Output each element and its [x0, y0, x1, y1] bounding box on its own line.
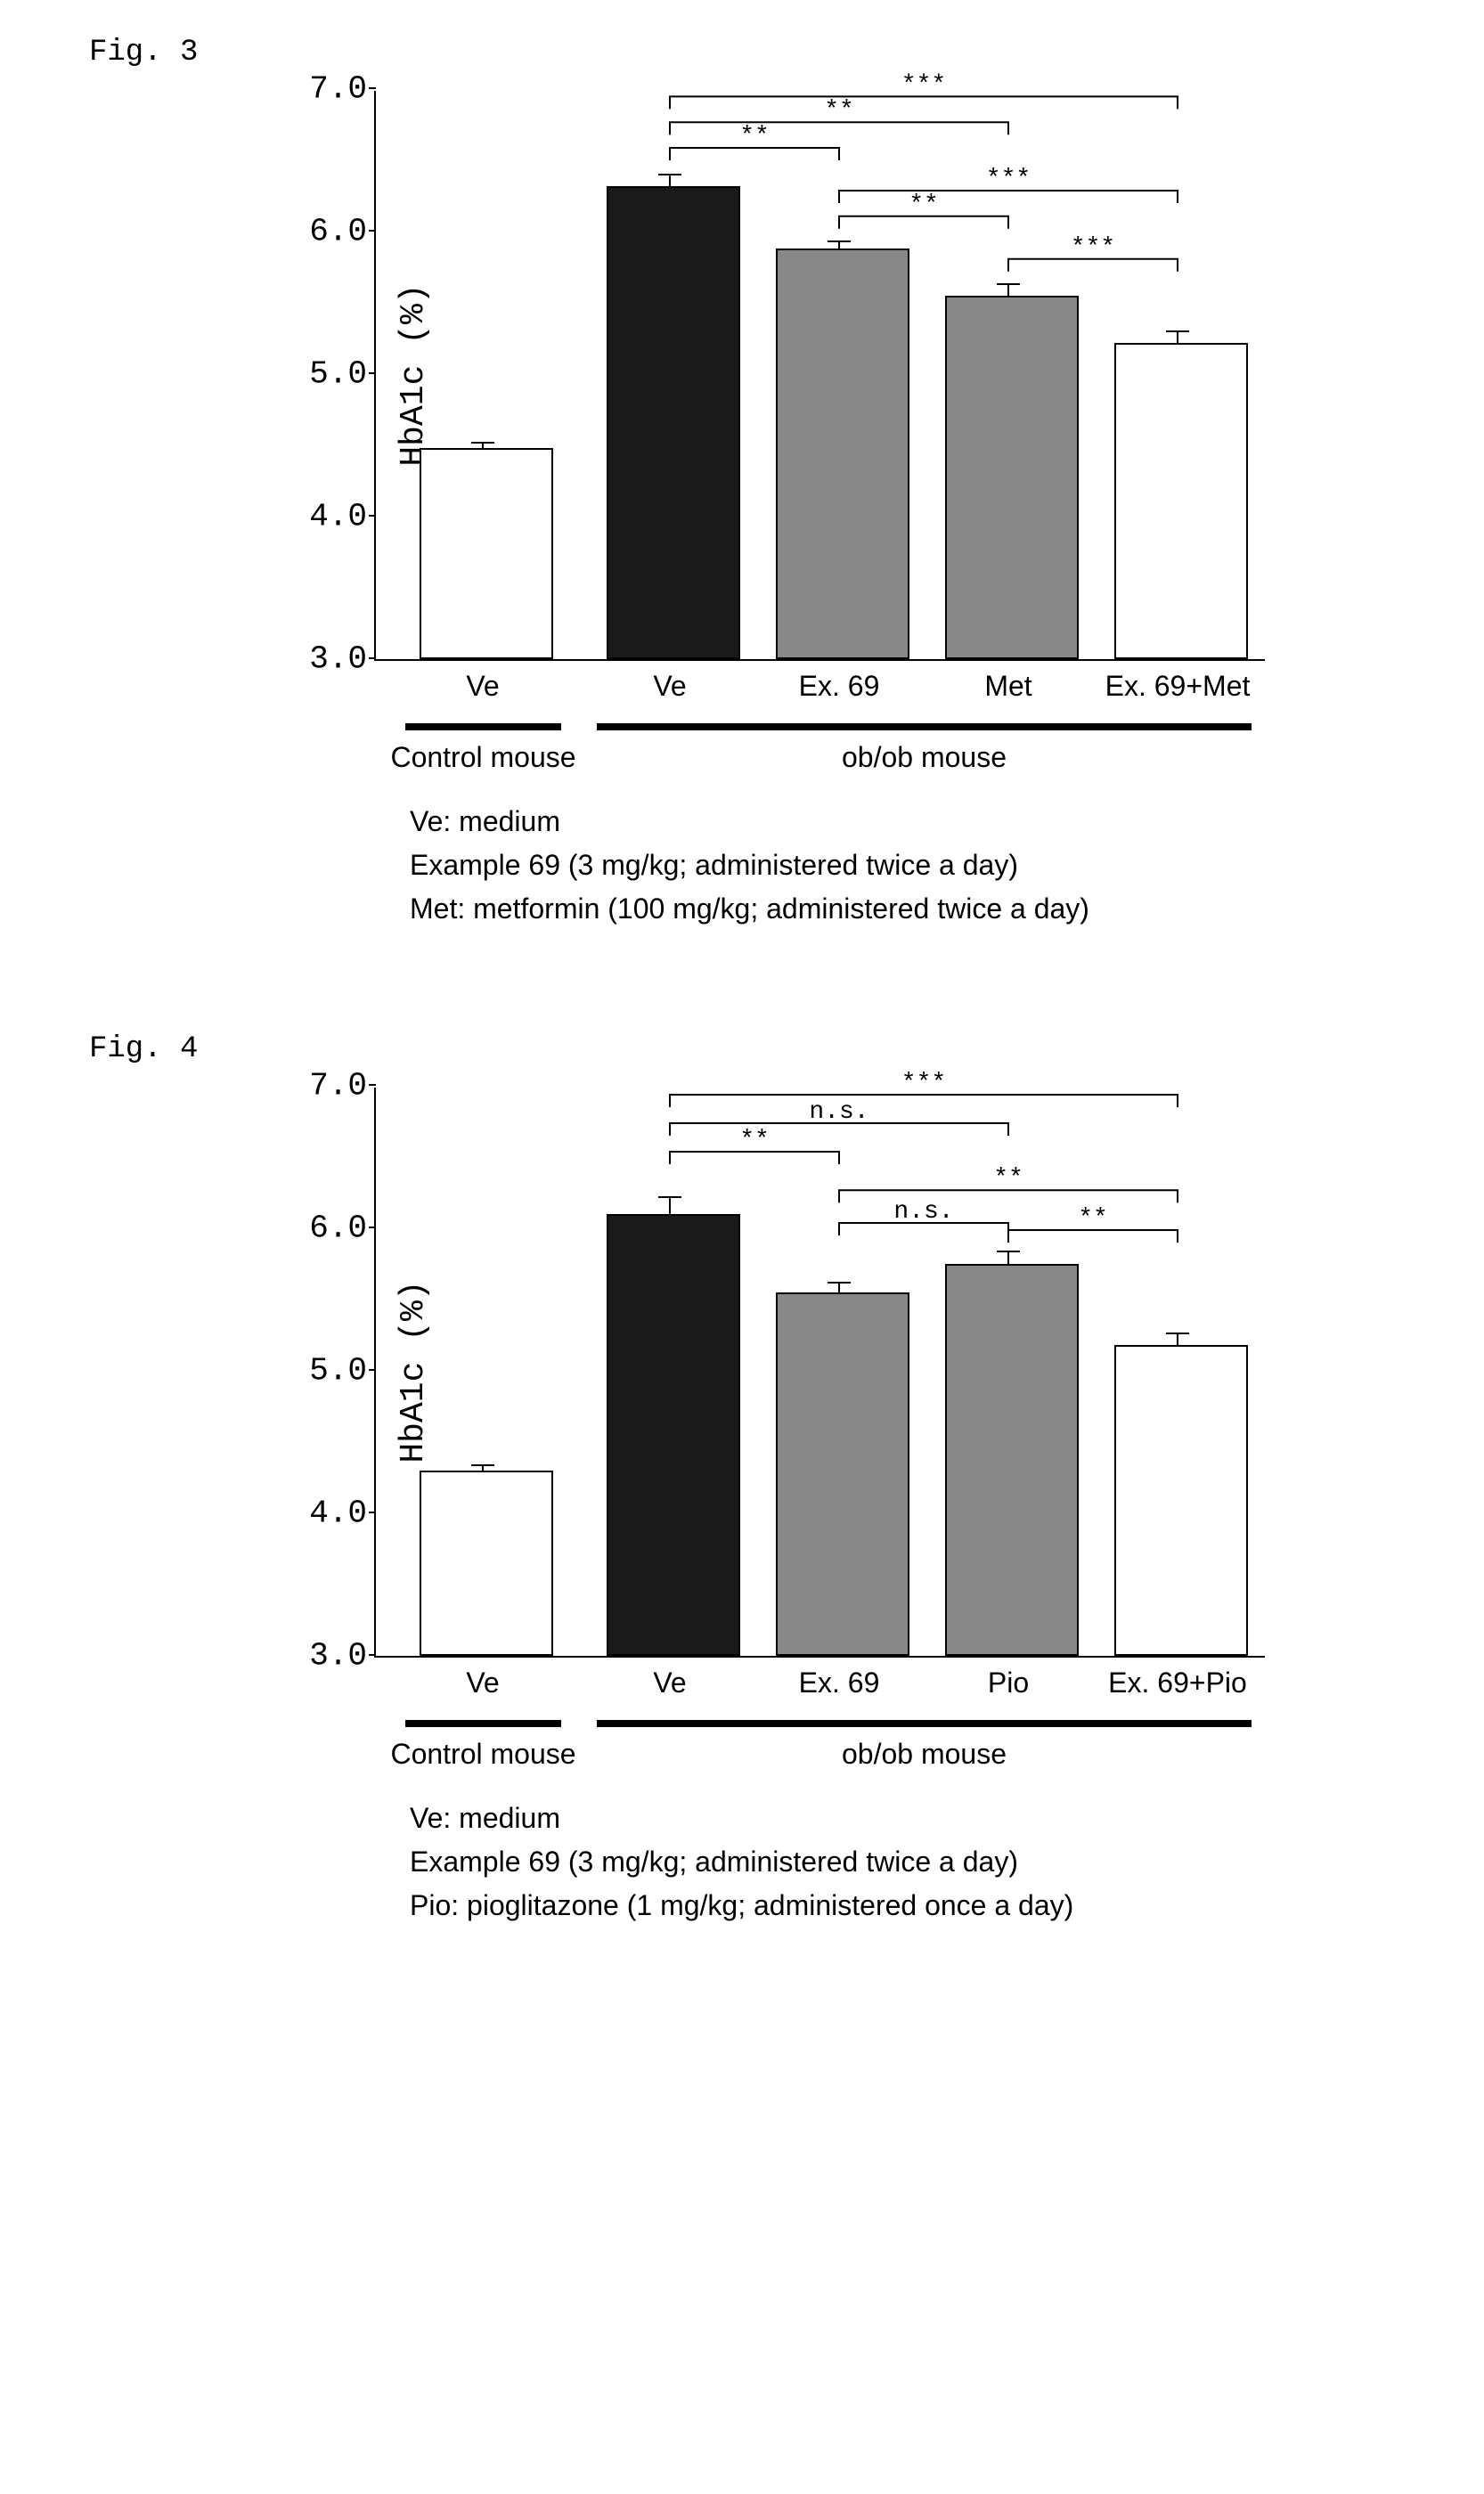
sig-label: ** — [909, 192, 939, 219]
sig-bracket — [1008, 259, 1178, 272]
sig-label: n.s. — [809, 1098, 868, 1126]
sig-bracket — [670, 148, 839, 160]
figure-2: Fig. 4 HbA1c (%)3.04.05.06.07.0VeVeEx. 69… — [36, 1032, 1448, 1922]
sig-label: ** — [993, 1165, 1023, 1193]
y-tick-mark — [369, 230, 376, 232]
error-bar-line — [669, 175, 671, 186]
error-bar-cap — [828, 1282, 851, 1284]
error-bar-cap — [828, 240, 851, 242]
legend-line: Pio: pioglitazone (1 mg/kg; administered… — [410, 1889, 1448, 1922]
error-bar-cap — [1166, 330, 1189, 332]
error-bar-line — [1177, 1333, 1178, 1345]
sig-bracket — [839, 1190, 1178, 1202]
error-bar-cap — [658, 174, 681, 175]
group-bar — [597, 723, 1252, 730]
y-tick-label: 4.0 — [305, 1496, 367, 1532]
y-tick-mark — [369, 87, 376, 89]
group-label: Control mouse — [390, 741, 575, 774]
sig-label: *** — [901, 1070, 946, 1097]
plot-area: HbA1c (%)3.04.05.06.07.0VeVeEx. 69MetEx.… — [374, 91, 1265, 661]
error-bar-line — [669, 1197, 671, 1214]
error-bar-cap — [1166, 1333, 1189, 1334]
sig-label: ** — [739, 1127, 770, 1154]
group-bar — [405, 723, 561, 730]
error-bar-line — [1177, 331, 1178, 343]
sig-label: ** — [1078, 1205, 1108, 1233]
group-bar — [597, 1720, 1252, 1727]
sig-bracket — [1008, 1230, 1178, 1243]
legend-line: Met: metformin (100 mg/kg; administered … — [410, 892, 1448, 925]
bar — [1114, 343, 1248, 659]
error-bar-cap — [471, 442, 494, 444]
y-tick-mark — [369, 372, 376, 374]
y-tick-mark — [369, 515, 376, 517]
legend-line: Ve: medium — [410, 1802, 1448, 1835]
figure-label: Fig. 3 — [89, 36, 1448, 69]
chart-wrap: HbA1c (%)3.04.05.06.07.0VeVeEx. 69MetEx.… — [285, 91, 1309, 795]
y-tick-label: 5.0 — [305, 356, 367, 393]
group-label: Control mouse — [390, 1738, 575, 1771]
error-bar-cap — [471, 1464, 494, 1466]
legend-line: Example 69 (3 mg/kg; administered twice … — [410, 1846, 1448, 1879]
sig-bracket — [670, 1123, 1008, 1136]
bar — [607, 1214, 740, 1656]
plot-area: HbA1c (%)3.04.05.06.07.0VeVeEx. 69PioEx.… — [374, 1088, 1265, 1658]
y-tick-mark — [369, 657, 376, 659]
figure-1: Fig. 3 HbA1c (%)3.04.05.06.07.0VeVeEx. 69… — [36, 36, 1448, 925]
y-axis-label: HbA1c (%) — [395, 283, 433, 466]
sig-label: *** — [986, 166, 1031, 193]
sig-label: n.s. — [893, 1198, 953, 1226]
sig-bracket — [839, 191, 1178, 203]
y-axis-label: HbA1c (%) — [395, 1280, 433, 1463]
y-tick-label: 5.0 — [305, 1353, 367, 1390]
sig-bracket — [839, 216, 1008, 229]
bar — [607, 186, 740, 659]
figure-label: Fig. 4 — [89, 1032, 1448, 1066]
y-tick-mark — [369, 1369, 376, 1371]
y-tick-label: 6.0 — [305, 214, 367, 250]
y-tick-mark — [369, 1227, 376, 1228]
error-bar-line — [838, 1283, 840, 1292]
error-bar-line — [1007, 284, 1009, 296]
sig-bracket — [670, 1152, 839, 1164]
y-tick-mark — [369, 1084, 376, 1086]
sig-bracket — [670, 96, 1178, 109]
sig-bracket — [670, 122, 1008, 134]
group-label: ob/ob mouse — [842, 1738, 1007, 1771]
sig-bracket — [670, 1095, 1178, 1107]
sig-label: *** — [1071, 234, 1115, 262]
sig-label: *** — [901, 71, 946, 99]
y-tick-label: 4.0 — [305, 499, 367, 535]
group-row: Control mouse ob/ob mouse — [374, 1658, 1265, 1791]
group-label: ob/ob mouse — [842, 741, 1007, 774]
error-bar-line — [838, 241, 840, 249]
y-tick-label: 7.0 — [305, 71, 367, 108]
error-bar-cap — [997, 283, 1020, 285]
bar — [776, 1292, 909, 1656]
sig-bracket — [839, 1223, 1008, 1235]
y-tick-label: 3.0 — [305, 641, 367, 678]
group-row: Control mouse ob/ob mouse — [374, 661, 1265, 795]
group-bar — [405, 1720, 561, 1727]
y-tick-mark — [369, 1654, 376, 1656]
error-bar-line — [1007, 1251, 1009, 1264]
page-root: Fig. 3 HbA1c (%)3.04.05.06.07.0VeVeEx. 69… — [36, 36, 1448, 1922]
bar — [776, 249, 909, 659]
legend-line: Ve: medium — [410, 805, 1448, 838]
legend-line: Example 69 (3 mg/kg; administered twice … — [410, 849, 1448, 882]
y-tick-label: 3.0 — [305, 1638, 367, 1675]
error-bar-cap — [997, 1251, 1020, 1252]
error-bar-cap — [658, 1196, 681, 1198]
bar — [1114, 1345, 1248, 1656]
bar — [945, 1264, 1079, 1656]
y-tick-label: 7.0 — [305, 1068, 367, 1104]
bar — [420, 448, 553, 659]
y-tick-label: 6.0 — [305, 1210, 367, 1247]
bar — [945, 296, 1079, 659]
chart-wrap: HbA1c (%)3.04.05.06.07.0VeVeEx. 69PioEx.… — [285, 1088, 1309, 1791]
sig-label: ** — [824, 97, 854, 125]
bar — [420, 1471, 553, 1656]
y-tick-mark — [369, 1512, 376, 1513]
sig-label: ** — [739, 123, 770, 151]
